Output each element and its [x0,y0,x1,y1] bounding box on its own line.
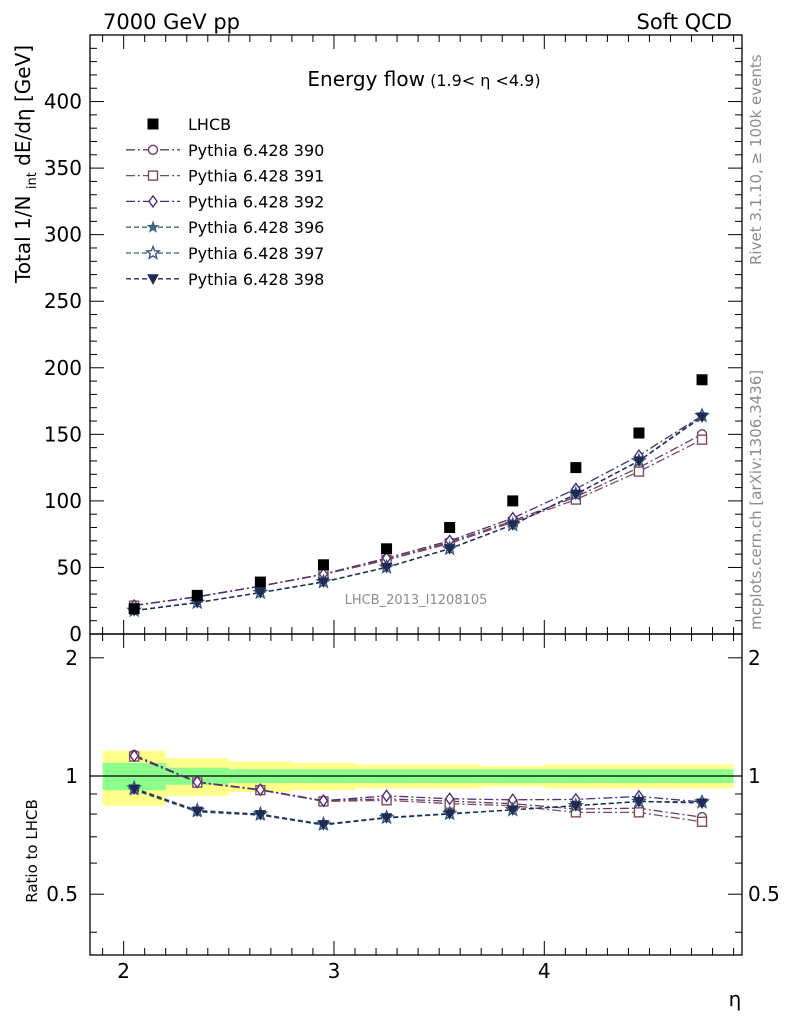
ratio-point-6 [696,798,708,810]
ratio-point-2 [696,816,708,828]
y-tick-label: 350 [44,156,82,180]
legend-label-3: Pythia 6.428 392 [188,192,324,211]
legend-marker-1 [147,144,159,156]
ratio-frame [89,633,743,956]
series-point-2 [633,466,645,477]
ratio-tick-label-right: 1 [748,764,761,788]
legend-marker-5 [144,244,162,260]
y-tick-label: 250 [44,289,82,313]
ratio-point-3 [381,789,392,803]
ratio-line-3 [133,755,703,803]
series-line-6 [134,416,703,612]
x-axis-label: η [729,987,742,1011]
y-tick-label: 50 [57,555,82,579]
series-point-6 [569,489,582,501]
legend-marker-4 [146,220,160,233]
y-tick-label: 0 [69,622,82,646]
y-tick-label: 100 [44,489,82,513]
ratio-line-1 [133,754,703,818]
ratio-tick-label-right: 0.5 [748,882,780,906]
ratio-point-6 [569,801,582,812]
data-point [191,589,203,601]
ratio-point-6 [443,809,456,820]
chart-title-main: Energy flow [307,67,425,91]
rivet-label: Rivet 3.1.10, ≥ 100k events [747,54,765,265]
series-point-6 [443,544,456,555]
legend-marker-3 [148,194,158,209]
series-point-6 [254,588,267,599]
data-point [696,374,708,386]
x-tick-label: 4 [538,959,551,983]
legend-label-6: Pythia 6.428 398 [188,270,324,289]
analysis-watermark: LHCB_2013_I1208105 [345,593,488,608]
x-tick-label: 3 [328,959,341,983]
ratio-point-3 [129,749,140,763]
legend: LHCB Pythia 6.428 390 Pythia 6.428 391 Pyth… [126,115,324,289]
ratio-point-3 [255,782,266,797]
y-tick-label: 300 [44,223,82,247]
legend-marker-6 [147,274,159,285]
plot-layer: 2 3 4 0 50 100 150 200 250 300 350 400 0.5 0.5 1 1 2 2 [44,34,780,983]
process-label: Soft QCD [637,10,732,34]
ratio-point-6 [191,806,204,818]
y-axis-label: Total 1/N int dE/dη [GeV] [11,45,41,284]
data-point [444,522,456,534]
legend-marker-2 [147,170,159,181]
x-tick-label: 2 [117,959,130,983]
data-point [570,462,582,474]
y-tick-label: 200 [44,356,82,380]
ratio-point-6 [380,813,393,824]
series-line-1 [134,433,703,607]
data-point [254,576,266,588]
ratio-point-3 [444,792,455,806]
collision-label: 7000 GeV pp [103,10,240,34]
data-point [633,427,645,439]
ratio-line-2 [133,755,703,823]
legend-label-2: Pythia 6.428 391 [188,167,324,186]
ratio-tick-label-left: 1 [65,764,78,788]
ratio-point-6 [506,805,519,816]
data-point [128,603,140,615]
ratio-point-3 [318,793,329,808]
series-point-6 [633,456,645,467]
legend-label-5: Pythia 6.428 397 [188,244,324,263]
series-line-3 [134,415,703,607]
ratio-point-6 [254,810,267,821]
ratio-tick-label-left: 0.5 [46,882,78,906]
legend-label-1: Pythia 6.428 390 [188,141,324,160]
series-point-6 [380,562,393,574]
legend-marker-data [147,118,159,130]
series-point-6 [506,520,519,531]
y-tick-label: 400 [44,90,82,114]
chart-title: Energy flow (1.9< η <4.9) [307,67,540,91]
ratio-line-6 [133,788,703,826]
ratio-axis-label: Ratio to LHCB [23,799,41,903]
ratio-point-6 [128,784,141,796]
chart-title-sub: (1.9< η <4.9) [430,71,541,90]
legend-label-data: LHCB [188,115,231,134]
series-point-6 [317,577,330,588]
series-point-6 [696,412,708,424]
ratio-point-6 [317,820,330,831]
mcplots-label: mcplots.cern.ch [arXiv:1306.3436] [747,370,765,630]
ratio-point-6 [633,797,645,808]
ratio-point-2 [633,807,645,818]
series-line-2 [134,439,703,607]
ratio-tick-label-left: 2 [65,646,78,670]
data-point [381,543,393,555]
data-point [317,559,329,571]
y-tick-label: 150 [44,422,82,446]
ratio-point-3 [192,775,203,789]
data-point [507,495,519,507]
legend-label-4: Pythia 6.428 396 [188,218,324,237]
ratio-tick-label-right: 2 [748,646,761,670]
series-point-2 [696,434,708,445]
